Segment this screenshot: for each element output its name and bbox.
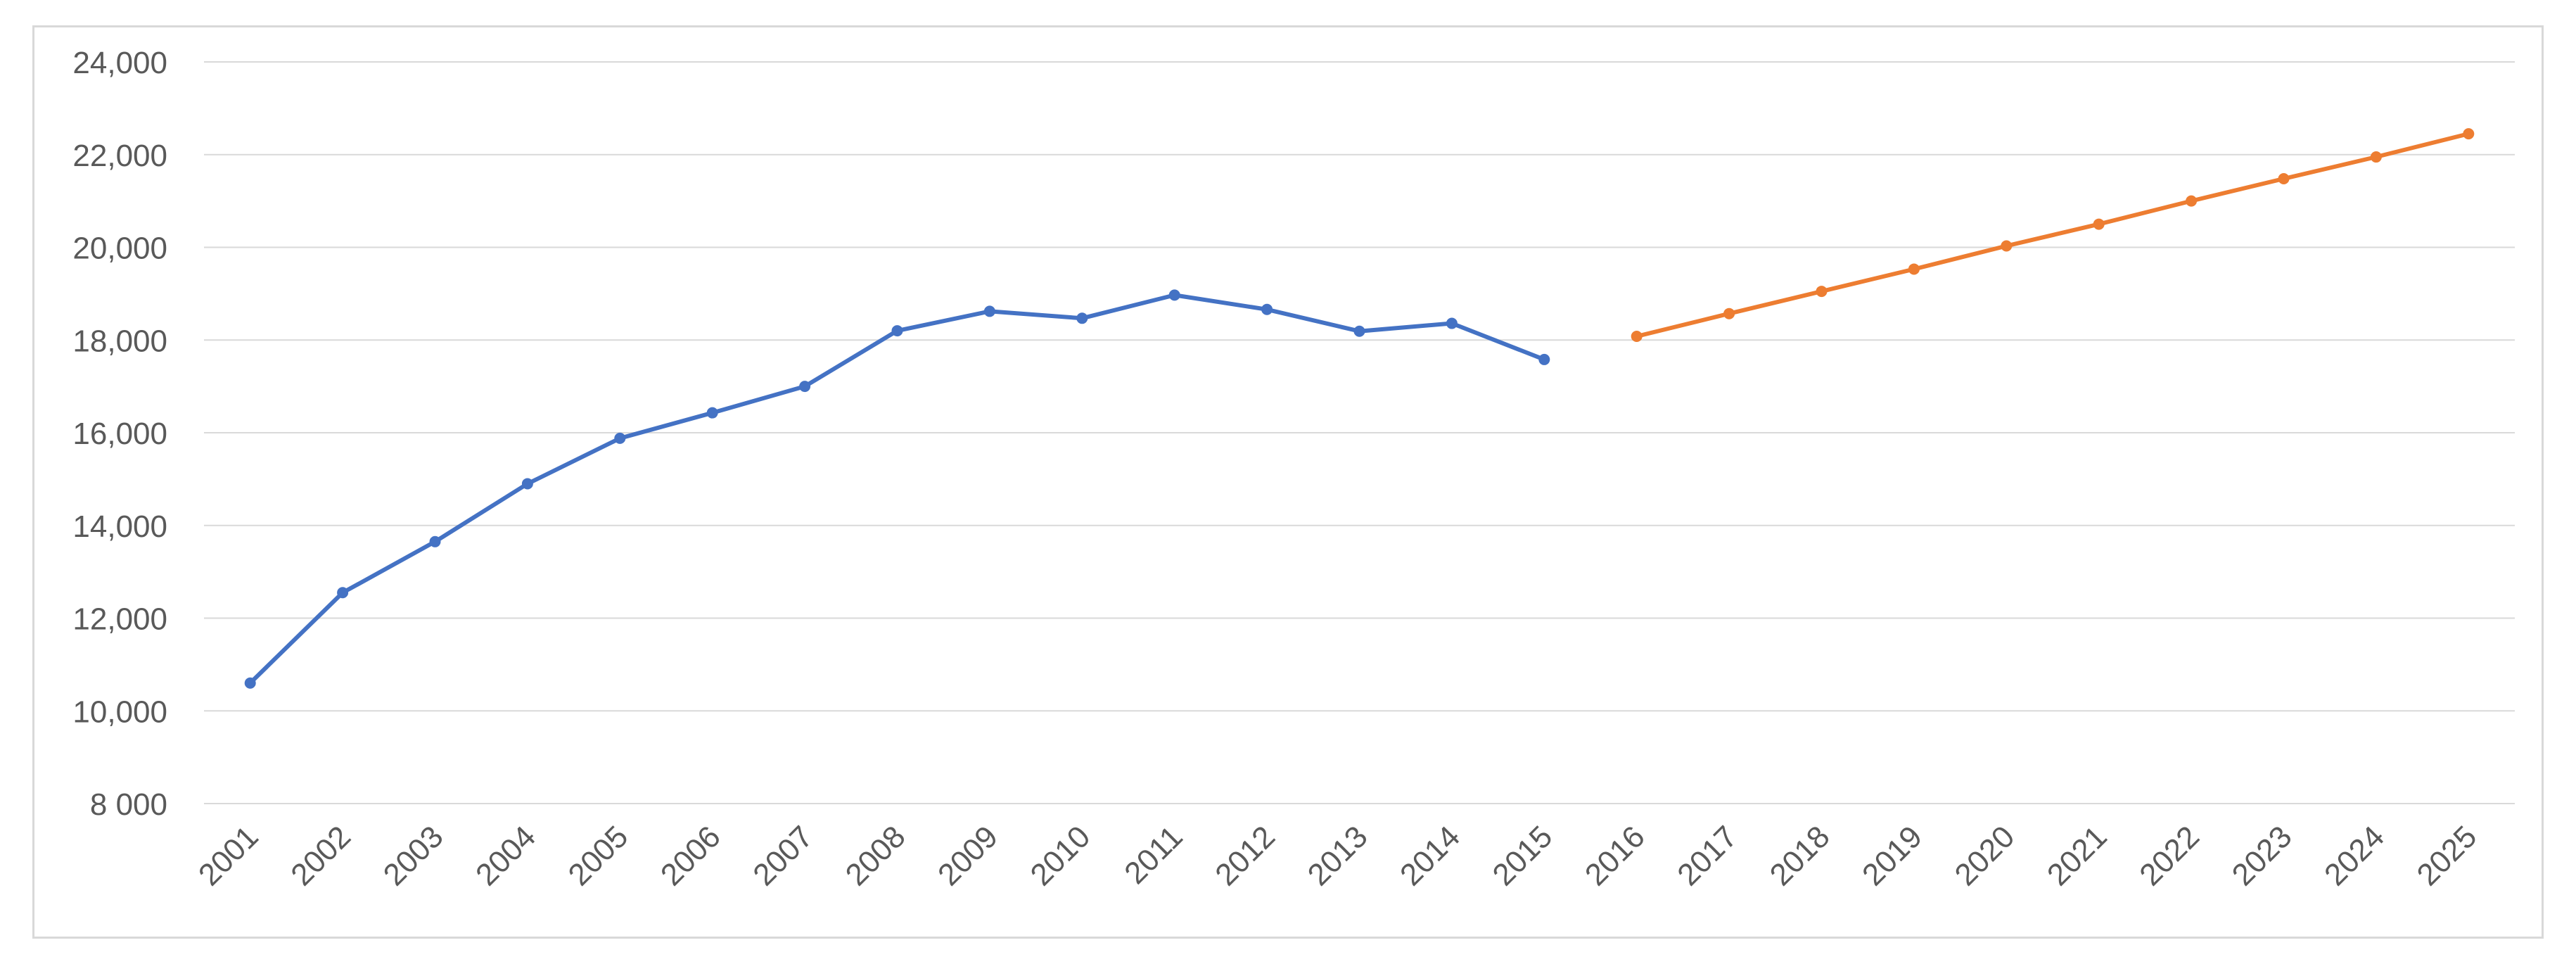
y-tick-label: 22,000 (72, 139, 167, 173)
y-tick-label: 14,000 (72, 509, 167, 544)
x-tick-label: 2022 (2133, 819, 2206, 892)
x-tick-label: 2020 (1949, 819, 2022, 892)
data-point (1723, 307, 1735, 319)
x-tick-label: 2003 (377, 819, 450, 892)
data-point (2463, 128, 2475, 140)
x-tick-label: 2011 (1118, 819, 1190, 891)
series-line (1634, 132, 2471, 338)
data-point (983, 305, 995, 317)
x-tick-label: 2004 (469, 819, 542, 892)
y-tick-label: 16,000 (72, 417, 167, 451)
data-point (2093, 218, 2105, 230)
x-axis-ticks: 2001 2002 2003 2004 2005 2006 2007 2008 2009 2010… (192, 819, 2483, 892)
y-tick-label: 18,000 (72, 324, 167, 358)
data-point (1908, 263, 1920, 275)
gridlines (204, 61, 2515, 804)
data-point (706, 407, 718, 419)
x-tick-label: 2025 (2411, 819, 2484, 892)
data-point (614, 432, 626, 444)
y-tick-label: 12,000 (72, 602, 167, 637)
data-point (337, 587, 349, 599)
x-tick-label: 2007 (746, 819, 820, 892)
y-tick-label: 8 000 (90, 787, 167, 822)
data-point (1168, 289, 1180, 301)
y-tick-label: 20,000 (72, 232, 167, 266)
data-point (1816, 286, 1828, 298)
data-point (2278, 173, 2290, 185)
x-tick-label: 2002 (284, 819, 357, 892)
x-tick-label: 2012 (1209, 819, 1282, 892)
x-tick-label: 2006 (654, 819, 727, 892)
data-point (1631, 330, 1643, 342)
data-point (891, 325, 903, 337)
series-line (248, 293, 1547, 685)
x-tick-label: 2001 (192, 819, 265, 892)
data-point (244, 677, 256, 689)
x-tick-label: 2014 (1394, 819, 1467, 892)
series-lines (244, 128, 2475, 689)
data-point (1261, 303, 1273, 315)
chart-frame (32, 25, 2544, 939)
x-tick-label: 2016 (1579, 819, 1652, 892)
data-point (2370, 151, 2382, 163)
data-point (521, 478, 533, 490)
data-point (429, 535, 441, 547)
x-tick-label: 2024 (2318, 819, 2391, 892)
data-point (1446, 317, 1458, 329)
x-tick-label: 2018 (1764, 819, 1837, 892)
x-tick-label: 2008 (839, 819, 912, 892)
x-tick-label: 2021 (2041, 819, 2114, 892)
x-tick-label: 2015 (1486, 819, 1560, 892)
y-tick-label: 24,000 (72, 46, 167, 80)
data-point (1353, 325, 1365, 337)
data-point (2001, 240, 2013, 252)
data-point (799, 381, 811, 393)
x-tick-label: 2010 (1024, 819, 1097, 892)
x-tick-label: 2017 (1671, 819, 1744, 892)
data-point (1538, 353, 1550, 365)
x-tick-label: 2019 (1856, 819, 1929, 892)
data-point (2186, 195, 2198, 207)
x-tick-label: 2023 (2226, 819, 2299, 892)
y-tick-label: 10,000 (72, 695, 167, 729)
x-tick-label: 2013 (1301, 819, 1375, 892)
data-point (1076, 312, 1088, 324)
x-tick-label: 2005 (562, 819, 635, 892)
x-tick-label: 2009 (931, 819, 1005, 892)
y-axis-ticks: 8 000 10,000 12,000 14,000 16,000 18,000 20,00… (72, 46, 167, 822)
